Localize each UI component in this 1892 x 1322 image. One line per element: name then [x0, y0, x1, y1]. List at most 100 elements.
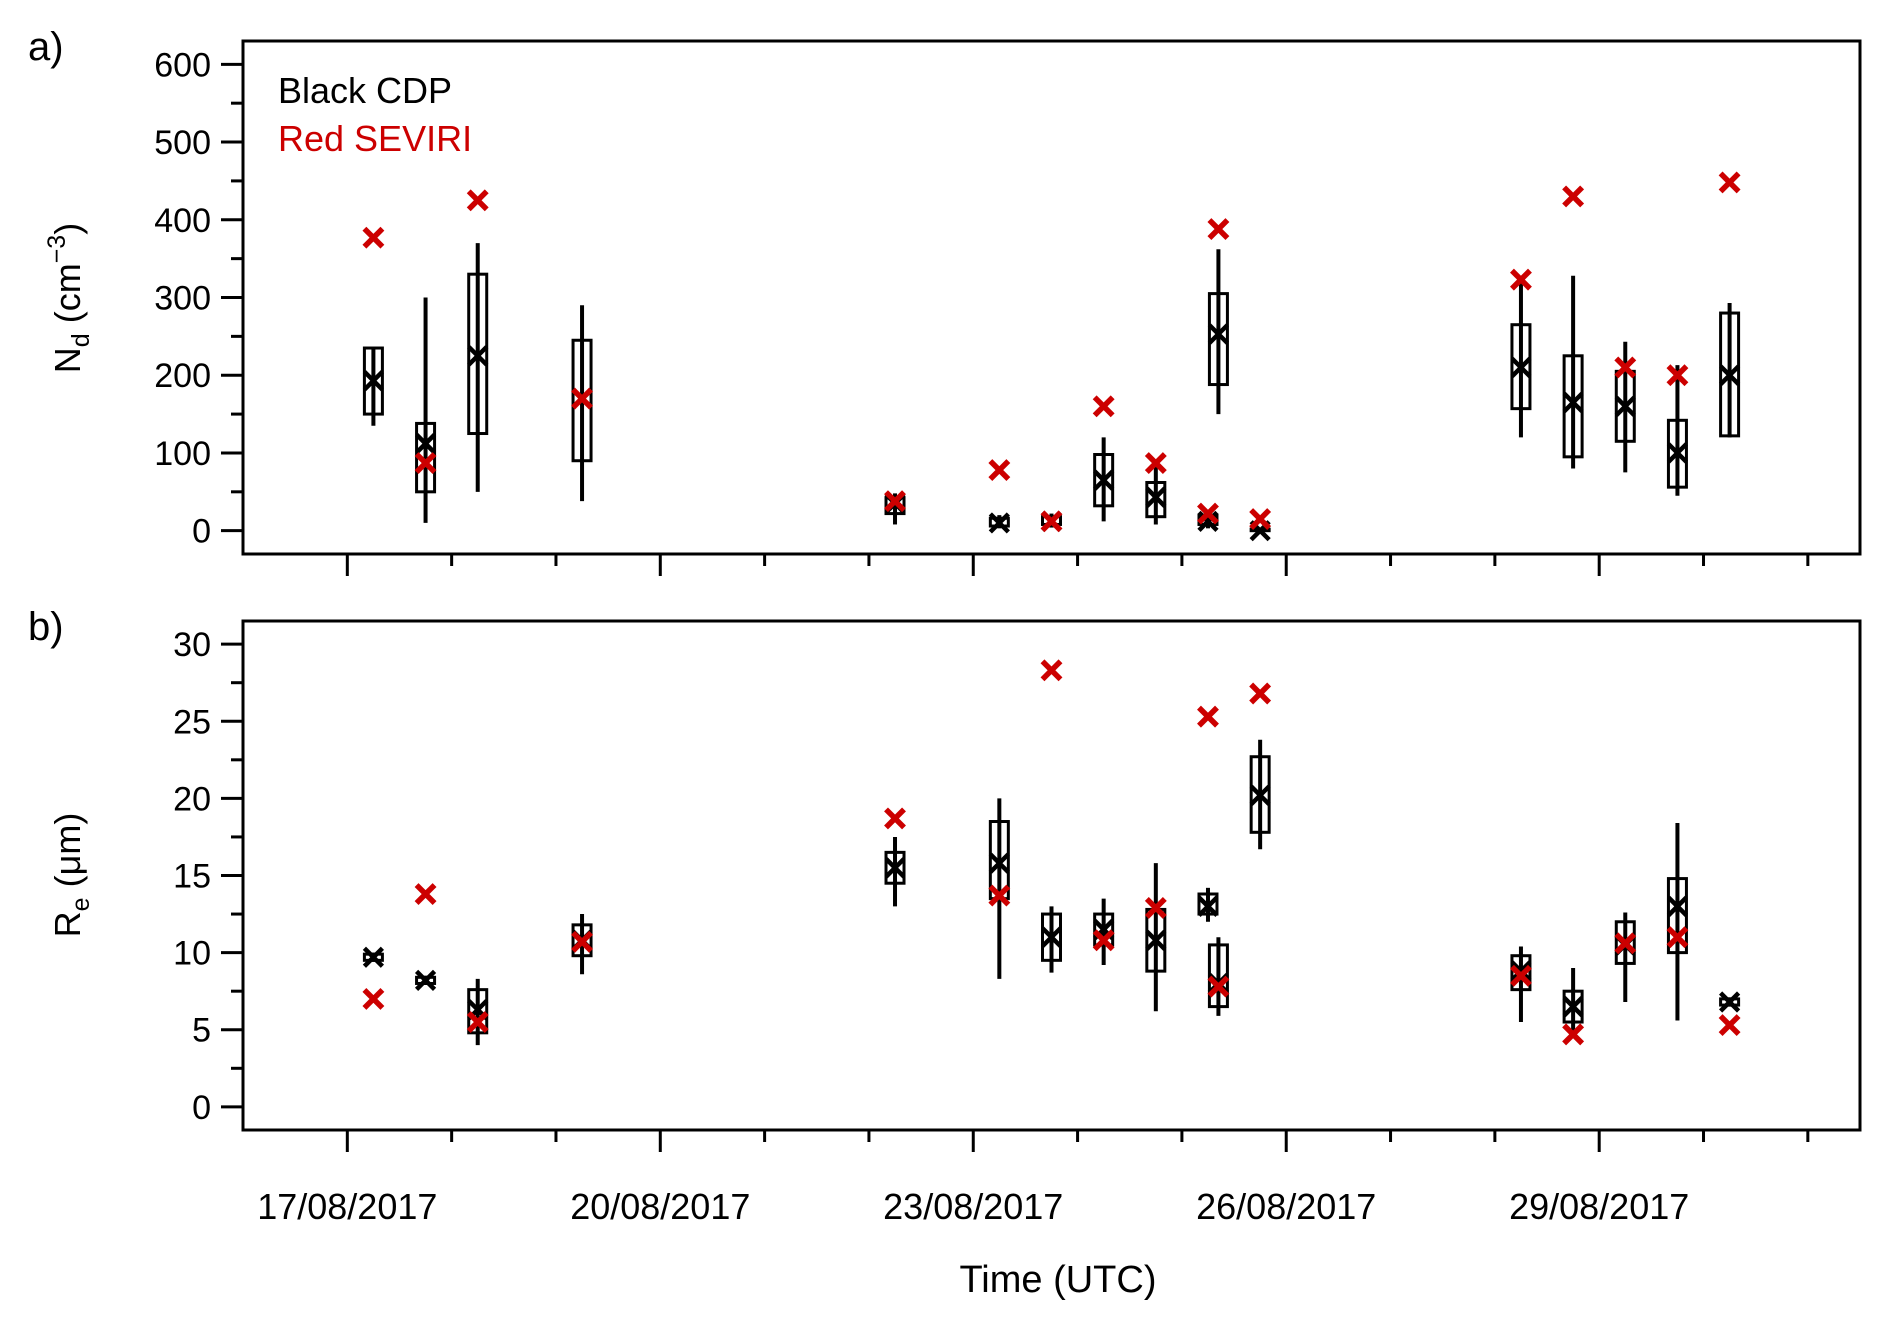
cdp-box	[1562, 354, 1584, 459]
cdp-point-a-12	[1510, 280, 1532, 438]
seviri-marker-a-14	[1614, 356, 1637, 379]
y-tick-label-b-6: 30	[173, 626, 211, 664]
seviri-marker-a-3	[571, 387, 593, 410]
seviri-marker-a-16-stroke-2	[1718, 171, 1741, 194]
cdp-point-b-14	[1614, 912, 1636, 1002]
seviri-marker-a-11-stroke-2	[1249, 508, 1272, 530]
cdp-box	[1249, 755, 1271, 834]
seviri-marker-b-2-stroke-2	[466, 1011, 489, 1033]
cdp-point-a-13	[1562, 275, 1584, 469]
cdp-marker-stroke-2	[1666, 895, 1689, 917]
seviri-marker-a-15	[1666, 364, 1689, 387]
panel-b-re: b) 0 5 10 15 20 25 30 Re (μm)	[28, 605, 1862, 1152]
cdp-marker	[1719, 364, 1741, 386]
cdp-box	[1041, 912, 1062, 962]
seviri-marker-a-2	[466, 189, 489, 212]
cdp-point-a-0	[362, 346, 384, 426]
cdp-box	[1666, 418, 1688, 489]
seviri-marker-b-5	[988, 884, 1011, 907]
cdp-point-b-1	[414, 969, 437, 991]
cdp-marker-stroke-2	[1719, 991, 1741, 1013]
panel-b-axes: 0 5 10 15 20 25 30	[173, 626, 1810, 1152]
seviri-marker-b-13-stroke-2	[1562, 1023, 1585, 1046]
y-tick-label-b-3: 15	[173, 858, 211, 896]
seviri-marker-a-3-stroke-2	[571, 387, 593, 410]
cdp-point-a-8	[1145, 464, 1167, 525]
panel-b-frame	[241, 619, 1862, 1132]
cdp-point-a-7	[1093, 437, 1115, 522]
y-tick-label-b-4: 20	[173, 780, 211, 818]
cdp-marker	[1207, 323, 1230, 345]
seviri-marker-a-14-stroke-2	[1614, 356, 1637, 379]
panel-a-seviri-series	[362, 171, 1741, 533]
cdp-marker	[1040, 926, 1063, 948]
cdp-point-b-8	[1145, 863, 1167, 1012]
x-tick-label-0: 17/08/2017	[257, 1186, 437, 1227]
cdp-box	[362, 346, 384, 416]
cdp-marker	[1093, 469, 1115, 491]
cdp-marker	[362, 946, 384, 968]
seviri-marker-b-12	[1510, 964, 1532, 987]
legend-entry-seviri: Red SEVIRI	[278, 118, 472, 159]
x-axis-label: Time (UTC)	[960, 1259, 1157, 1301]
cdp-marker-stroke-2	[988, 512, 1010, 534]
cdp-marker	[362, 370, 384, 392]
cdp-marker	[1666, 442, 1689, 464]
seviri-marker-b-14	[1614, 932, 1637, 955]
seviri-marker-a-9-stroke-2	[1197, 502, 1219, 525]
cdp-marker-stroke-2	[1249, 784, 1271, 806]
cdp-marker	[1197, 895, 1219, 917]
seviri-marker-b-12-stroke-2	[1510, 964, 1532, 987]
panel-b-seviri-series	[362, 659, 1741, 1046]
cdp-box	[1093, 912, 1115, 947]
cdp-marker-stroke-2	[1040, 926, 1063, 948]
y-tick-label-b-0: 0	[192, 1089, 211, 1127]
x-tick-label-4: 29/08/2017	[1509, 1186, 1689, 1227]
y-tick-label-a-4: 400	[154, 202, 211, 240]
y-tick-label-a-5: 500	[154, 124, 211, 162]
cdp-marker-stroke-2	[1145, 929, 1167, 951]
seviri-marker-a-7-stroke-2	[1092, 395, 1115, 418]
cdp-box	[1510, 323, 1532, 411]
cdp-box	[467, 272, 489, 436]
cdp-marker	[1666, 895, 1689, 917]
seviri-marker-a-10	[1207, 218, 1230, 241]
seviri-marker-a-0-stroke-2	[362, 226, 385, 249]
cdp-marker	[1562, 996, 1584, 1018]
cdp-box	[884, 850, 906, 885]
cdp-marker	[988, 852, 1010, 874]
legend-entry-cdp: Black CDP	[278, 70, 452, 111]
cdp-marker	[1562, 391, 1584, 414]
cdp-marker-stroke-2	[362, 946, 384, 968]
panel-b-ylabel: Re (μm)	[47, 813, 95, 938]
seviri-marker-b-9-stroke-2	[1197, 705, 1219, 728]
seviri-marker-a-11	[1249, 508, 1272, 530]
seviri-marker-a-9	[1197, 502, 1219, 525]
cdp-marker	[414, 969, 437, 991]
panel-a-axes: 0 100 200 300 400 500 600	[154, 46, 1810, 576]
seviri-marker-b-5-stroke-2	[988, 884, 1011, 907]
cdp-point-b-4	[884, 836, 906, 907]
cdp-box	[1614, 920, 1636, 965]
cdp-marker	[467, 345, 489, 367]
y-tick-label-a-1: 100	[154, 435, 211, 473]
cdp-marker-stroke-2	[1510, 960, 1532, 982]
cdp-point-b-9	[1197, 887, 1219, 922]
seviri-marker-b-11-stroke-2	[1249, 682, 1272, 705]
cdp-marker	[414, 433, 437, 455]
cdp-marker	[1145, 486, 1167, 508]
panel-a-nd: a) 0 100 200 300 400 500 600 Black CDP Red SEV…	[28, 25, 1862, 576]
seviri-marker-b-13	[1562, 1023, 1585, 1046]
cdp-marker	[1249, 784, 1271, 806]
cdp-marker	[1614, 395, 1636, 417]
cdp-marker-stroke-2	[1719, 364, 1741, 386]
seviri-marker-b-0-stroke-2	[362, 987, 385, 1010]
seviri-marker-b-10-stroke-2	[1207, 975, 1230, 998]
y-tick-label-a-3: 300	[154, 280, 211, 318]
cdp-marker-stroke-2	[1093, 469, 1115, 491]
seviri-marker-b-4	[884, 807, 906, 830]
seviri-marker-b-0	[362, 987, 385, 1010]
y-tick-label-b-5: 25	[173, 703, 211, 741]
cdp-box	[1666, 877, 1688, 955]
